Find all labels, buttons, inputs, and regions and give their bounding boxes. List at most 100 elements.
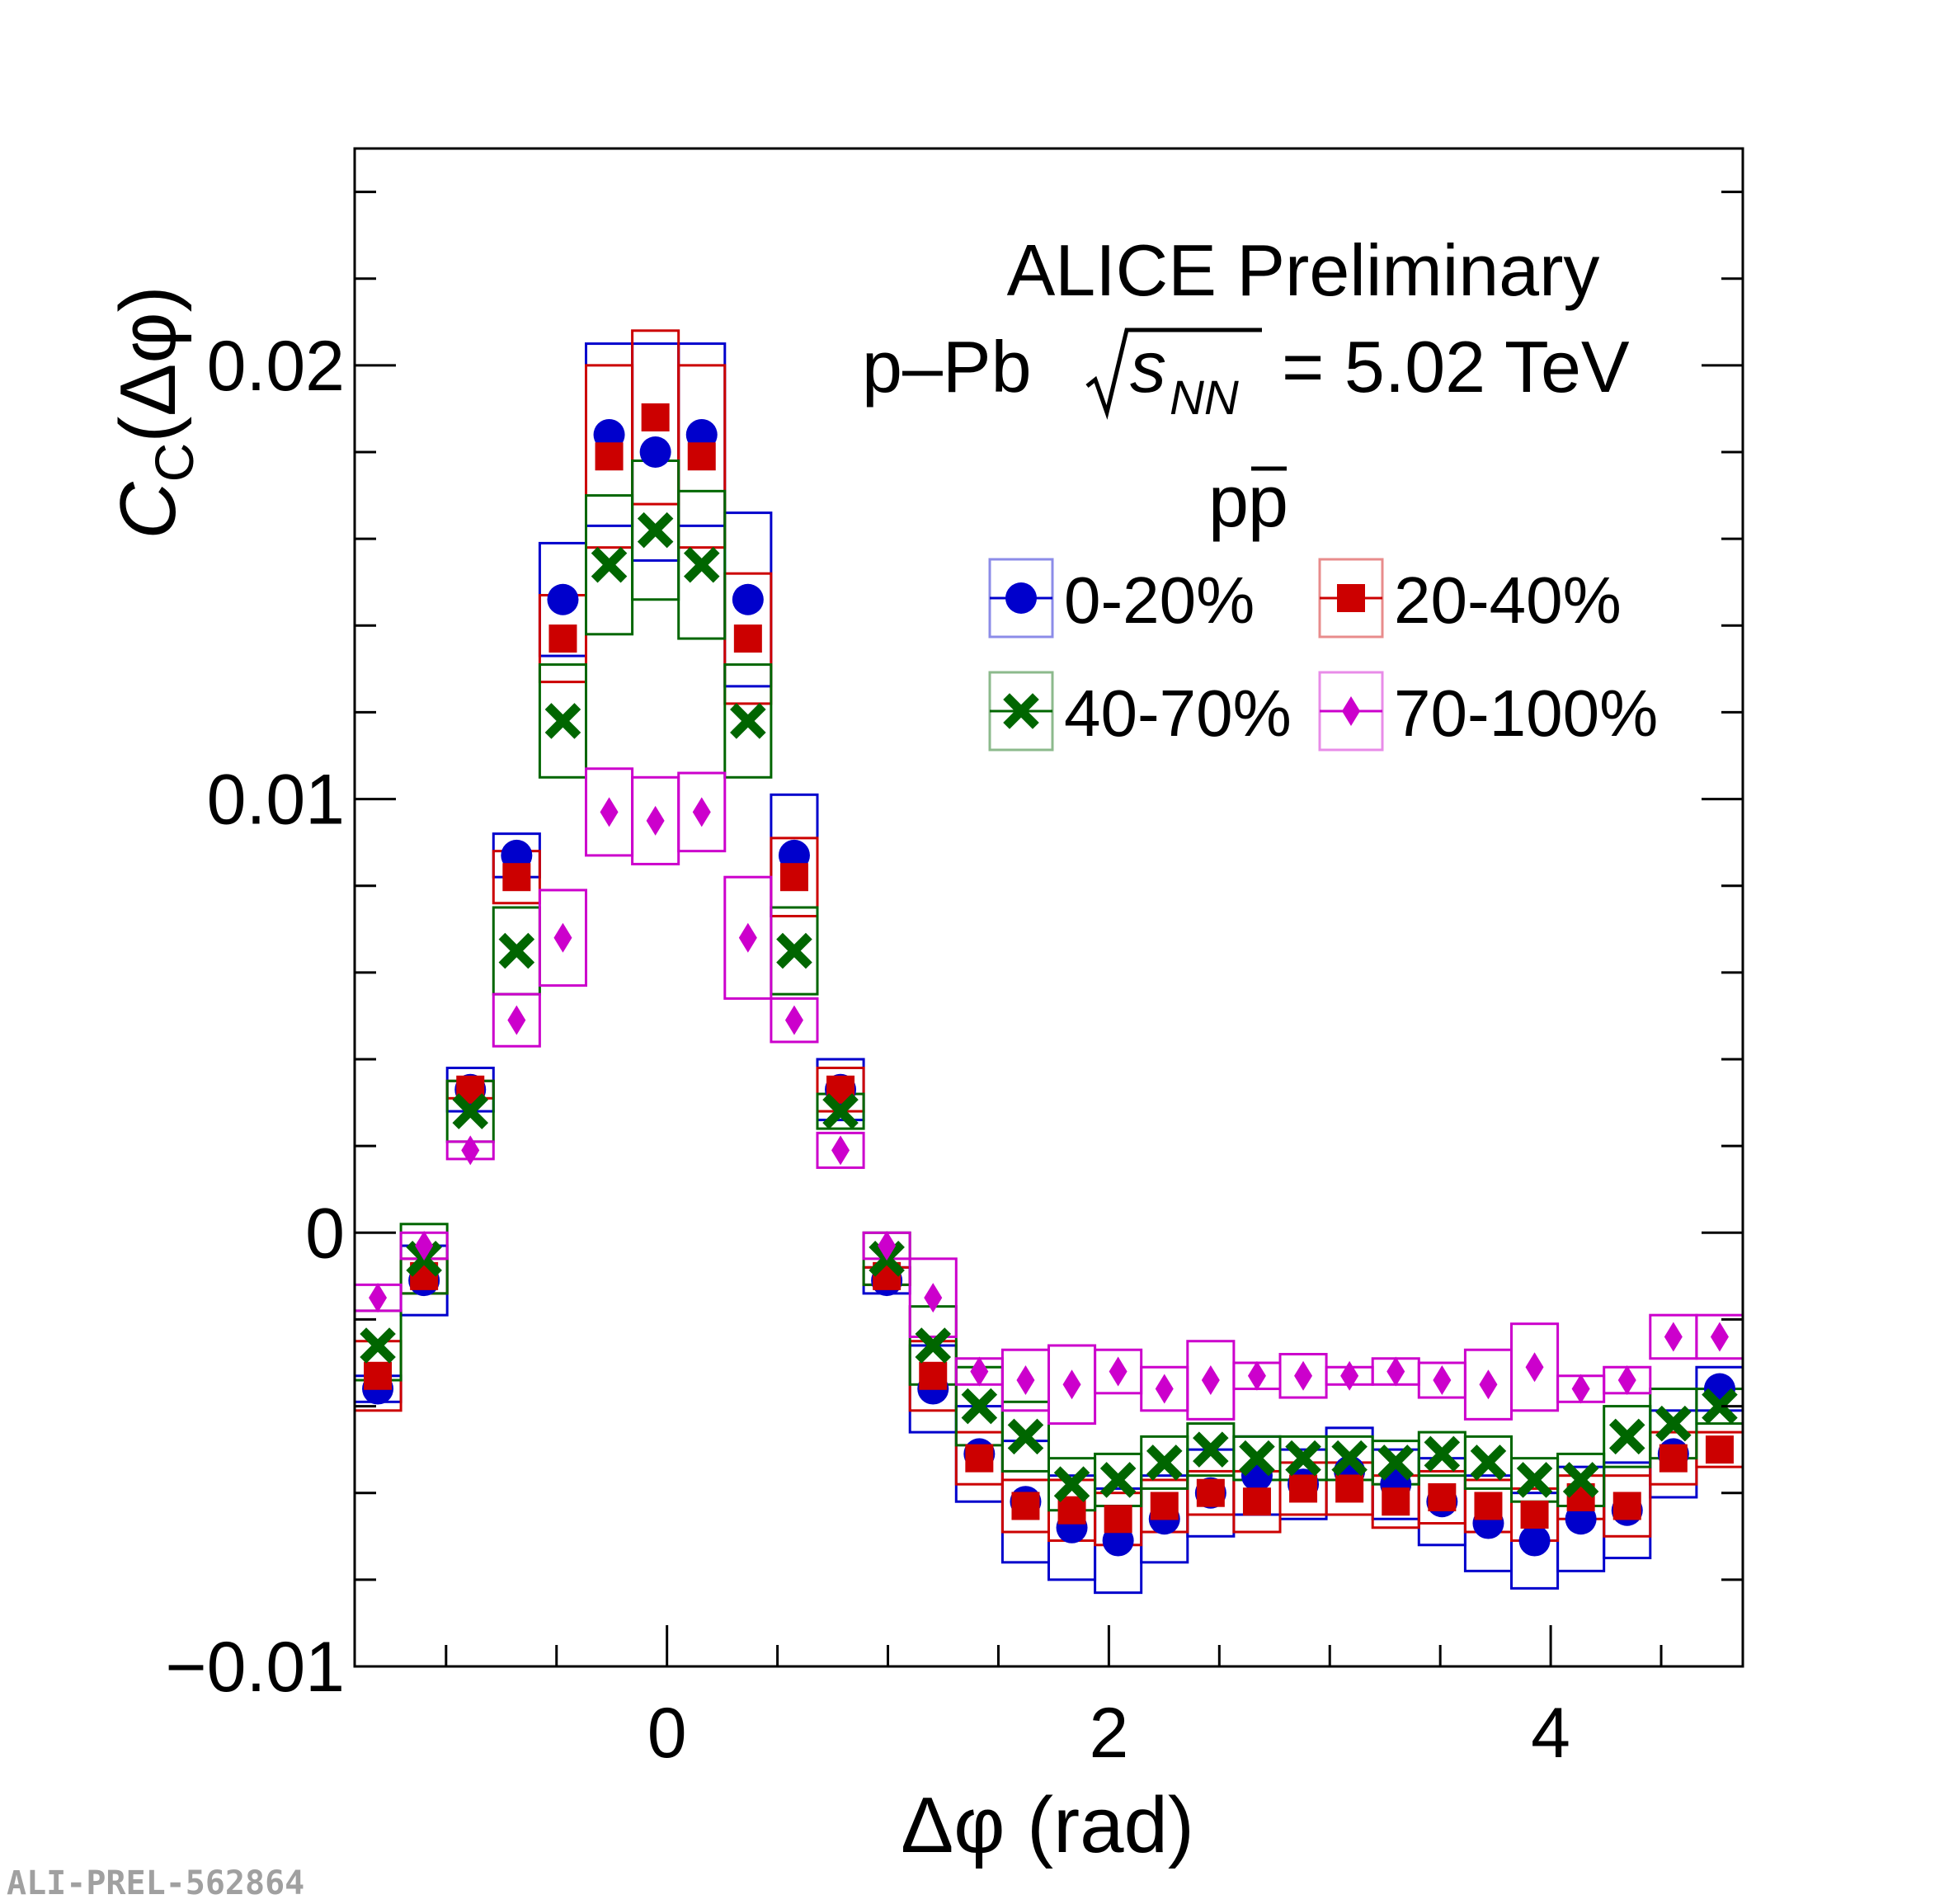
series-40-70pct-point xyxy=(544,703,581,739)
series-40-70pct-point xyxy=(1562,1462,1599,1498)
series-0-20pct-point xyxy=(547,583,579,615)
legend-entry: 40-70% xyxy=(988,671,1292,752)
sqrt-symbol xyxy=(1085,328,1262,420)
y-tick-label: 0.02 xyxy=(207,327,345,406)
legend-label: 20-40% xyxy=(1394,563,1622,637)
series-40-70pct-point xyxy=(961,1388,998,1425)
series-20-40pct-point xyxy=(1011,1492,1040,1520)
energy-value: = 5.02 TeV xyxy=(1282,326,1630,408)
series-70-100pct-point xyxy=(970,1356,989,1387)
series-40-70pct-point xyxy=(637,511,674,549)
series-40-70pct-point xyxy=(915,1327,952,1364)
series-70-100pct-point xyxy=(600,797,619,827)
series-0-20pct-point xyxy=(732,583,764,615)
series-20-40pct-point xyxy=(1659,1444,1688,1473)
x-tick-label: 2 xyxy=(1089,1694,1128,1773)
series-40-70pct-syst-box xyxy=(1000,1400,1051,1473)
series-20-40pct-point xyxy=(1705,1435,1734,1464)
systematic-boxes xyxy=(353,329,1744,1595)
series-70-100pct-point xyxy=(1386,1356,1405,1387)
series-20-40pct-point xyxy=(641,403,670,431)
series-70-100pct-point xyxy=(1247,1360,1266,1391)
data-markers xyxy=(360,403,1738,1557)
series-70-100pct-point xyxy=(646,805,665,836)
pair-label-pbar: p xyxy=(1248,460,1288,542)
series-70-100pct-point xyxy=(1617,1365,1636,1396)
series-70-100pct-point xyxy=(1525,1352,1544,1383)
series-20-40pct-point xyxy=(919,1361,948,1390)
legend-label: 0-20% xyxy=(1064,563,1255,637)
series-40-70pct-point xyxy=(1424,1435,1461,1473)
legend: 0-20% 20-40% 40-70% 70-100% xyxy=(988,558,1658,752)
series-20-40pct-point xyxy=(364,1361,393,1390)
series-70-100pct-point xyxy=(738,922,757,953)
series-40-70pct-point xyxy=(591,546,628,583)
x-axis-label: Δφ (rad) xyxy=(901,1781,1194,1869)
pair-label-p: p xyxy=(1208,460,1249,542)
series-40-70pct-point xyxy=(1099,1462,1137,1498)
series-40-70pct-point xyxy=(1608,1418,1645,1455)
series-40-70pct-point xyxy=(1193,1431,1229,1468)
series-70-100pct-point xyxy=(369,1283,388,1313)
axis-ticks xyxy=(355,191,1743,1668)
series-70-100pct-syst-box xyxy=(723,875,773,1000)
y-axis-label-main: C xyxy=(104,482,192,540)
series-70-100pct-point xyxy=(1664,1322,1683,1352)
legend-entry: 70-100% xyxy=(1318,671,1658,752)
legend-entry: 20-40% xyxy=(1318,558,1622,639)
series-70-100pct-point xyxy=(831,1135,850,1166)
series-20-40pct-point xyxy=(733,624,762,653)
series-20-40pct-point xyxy=(1428,1482,1457,1511)
series-70-100pct-point xyxy=(1109,1356,1128,1387)
series-70-100pct-point xyxy=(1571,1374,1590,1404)
series-20-40pct-point xyxy=(1520,1501,1549,1529)
series-40-70pct-point xyxy=(822,1093,859,1129)
series-20-40pct-point xyxy=(1612,1492,1641,1520)
y-tick-label: 0.01 xyxy=(207,761,345,840)
series-20-40pct-point xyxy=(1242,1487,1271,1516)
series-70-100pct-syst-box xyxy=(770,997,819,1044)
series-20-40pct-point xyxy=(1382,1487,1410,1516)
series-40-70pct-point xyxy=(1331,1440,1368,1477)
series-70-100pct-syst-box xyxy=(538,888,587,987)
series-20-40pct-point xyxy=(687,442,716,471)
tick-labels: −0.01 0 0.01 0.02 0 2 4 xyxy=(165,327,1570,1773)
series-70-100pct-point xyxy=(1016,1365,1035,1396)
series-40-70pct-syst-box xyxy=(538,663,587,779)
series-70-100pct-point xyxy=(461,1135,480,1166)
series-70-100pct-point xyxy=(1340,1360,1359,1391)
y-axis-label-tail: (Δφ) xyxy=(104,285,192,442)
series-70-100pct-point xyxy=(415,1231,434,1261)
series-0-20pct-point xyxy=(1518,1525,1551,1557)
series-40-70pct-point xyxy=(1007,1418,1044,1455)
energy-variable: s xyxy=(1130,326,1166,408)
series-20-40pct-point xyxy=(1474,1492,1503,1520)
y-axis-label-sub: C xyxy=(144,443,205,483)
series-40-70pct-point xyxy=(1516,1462,1553,1498)
series-40-70pct-point xyxy=(360,1327,396,1364)
series-40-70pct-point xyxy=(776,932,812,969)
energy-subscript: NN xyxy=(1170,371,1239,425)
series-70-100pct-point xyxy=(878,1231,897,1261)
y-tick-label: −0.01 xyxy=(165,1628,345,1707)
legend-label: 40-70% xyxy=(1064,676,1292,750)
series-70-100pct-point xyxy=(1433,1365,1452,1396)
series-40-70pct-syst-box xyxy=(723,663,773,779)
system-label: p–Pb xyxy=(862,326,1032,408)
series-70-100pct-syst-box xyxy=(908,1257,958,1338)
series-70-100pct-point xyxy=(1201,1365,1220,1396)
series-70-100pct-point xyxy=(1710,1322,1729,1352)
series-40-70pct-point xyxy=(1377,1444,1415,1481)
x-tick-label: 4 xyxy=(1531,1694,1570,1773)
series-40-70pct-point xyxy=(1146,1444,1183,1481)
series-70-100pct-syst-box xyxy=(492,992,541,1048)
y-tick-label: 0 xyxy=(305,1194,345,1273)
legend-entry: 0-20% xyxy=(988,558,1255,639)
legend-label: 70-100% xyxy=(1394,676,1658,750)
series-20-40pct-syst-box xyxy=(677,364,727,549)
series-40-70pct-point xyxy=(1285,1440,1321,1477)
series-20-40pct-point xyxy=(595,442,624,471)
series-70-100pct-syst-box xyxy=(816,1131,865,1169)
series-70-100pct-point xyxy=(784,1005,803,1035)
